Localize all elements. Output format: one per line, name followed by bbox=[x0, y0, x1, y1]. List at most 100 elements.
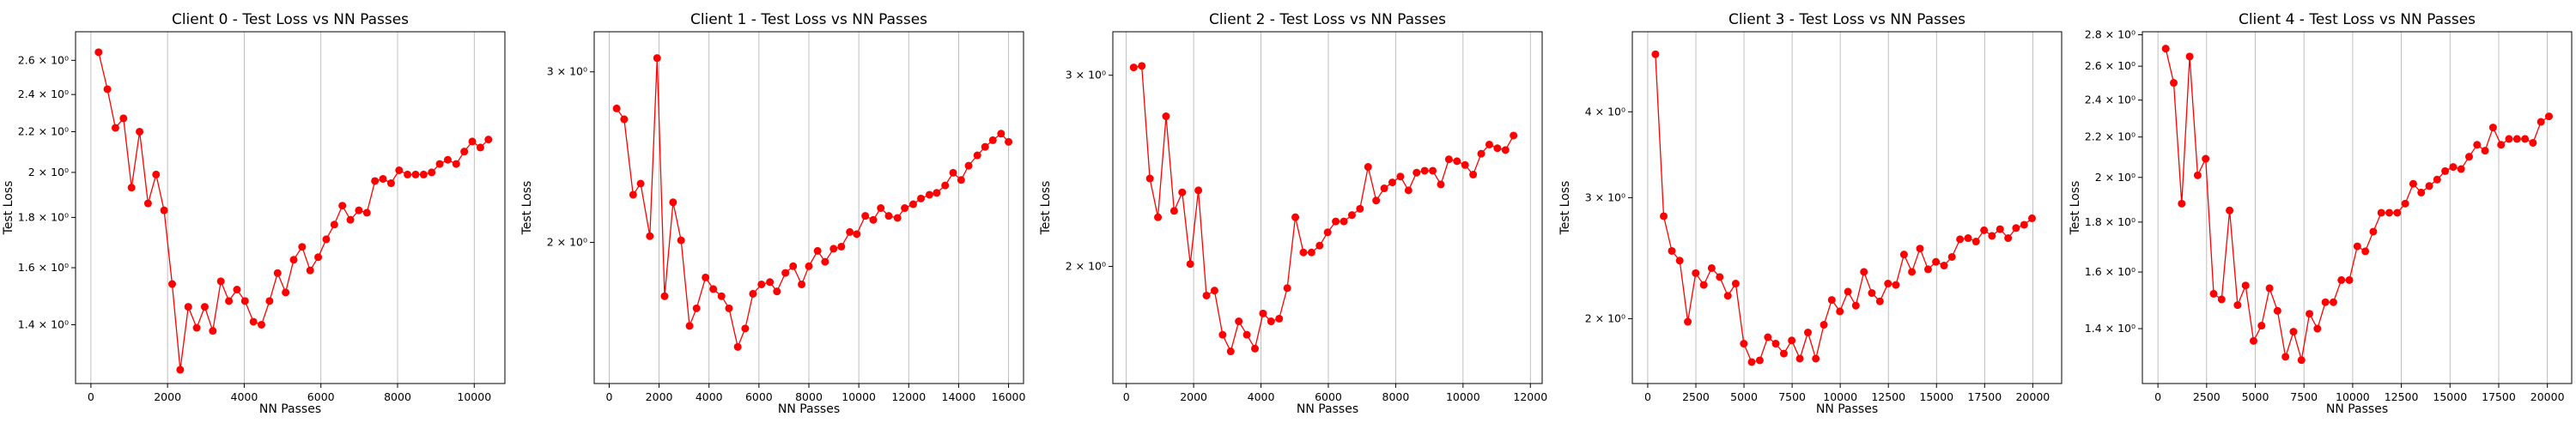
data-point bbox=[2217, 295, 2226, 304]
chart-panel-2: 0 2000 4000 6000 8000 10000 12000 2 × 10⁰ 3 × 10… bbox=[1039, 11, 1547, 416]
data-point bbox=[1202, 291, 1211, 299]
data-point bbox=[225, 297, 234, 305]
data-point bbox=[136, 127, 144, 136]
x-tick-label: 10000 bbox=[841, 390, 876, 403]
data-point bbox=[2425, 182, 2433, 190]
x-tick-label: 15000 bbox=[2433, 390, 2467, 403]
data-point bbox=[636, 179, 645, 188]
x-tick-label: 2000 bbox=[1180, 390, 1207, 403]
data-point bbox=[1154, 213, 1163, 221]
data-point bbox=[1651, 50, 1660, 58]
data-point bbox=[1501, 146, 1510, 154]
data-point bbox=[1788, 336, 1796, 345]
data-point bbox=[1275, 314, 1284, 323]
x-tick-label: 2000 bbox=[646, 390, 673, 403]
chart-title: Client 1 - Test Loss vs NN Passes bbox=[690, 11, 927, 28]
data-point bbox=[428, 168, 436, 177]
data-point bbox=[2306, 310, 2314, 318]
y-tick-label: 2 × 10⁰ bbox=[547, 236, 587, 249]
data-point bbox=[1844, 287, 1852, 296]
data-point bbox=[346, 215, 355, 224]
data-point bbox=[2020, 221, 2028, 229]
data-point bbox=[620, 115, 629, 124]
plot-frame bbox=[75, 31, 506, 384]
data-point bbox=[1250, 344, 1259, 353]
data-point bbox=[725, 304, 733, 312]
data-point bbox=[265, 297, 274, 305]
data-point bbox=[2353, 242, 2361, 251]
plot-frame bbox=[1112, 31, 1543, 384]
data-point bbox=[2521, 135, 2530, 143]
data-point bbox=[1437, 180, 1445, 189]
x-tick-label: 20000 bbox=[2530, 390, 2565, 403]
data-point bbox=[1493, 144, 1502, 153]
chart-panel-3: 0 2500 5000 7500 10000 12500 15000 17500 20000 2 … bbox=[1558, 11, 2063, 416]
data-point bbox=[957, 176, 965, 184]
data-point bbox=[1145, 174, 1154, 183]
data-point bbox=[853, 230, 861, 239]
y-tick-label: 1.4 × 10⁰ bbox=[2085, 322, 2136, 335]
y-tick-label: 1.6 × 10⁰ bbox=[18, 261, 69, 274]
x-tick-label: 4000 bbox=[231, 390, 258, 403]
data-point bbox=[1380, 184, 1388, 193]
y-tick-label: 1.6 × 10⁰ bbox=[2085, 265, 2136, 278]
data-point bbox=[1307, 248, 1315, 257]
data-point bbox=[111, 124, 119, 132]
x-axis-label: NN Passes bbox=[1816, 402, 1878, 416]
data-point bbox=[1396, 172, 1405, 181]
chart-title: Client 3 - Test Loss vs NN Passes bbox=[1728, 11, 1965, 28]
data-point bbox=[168, 280, 176, 288]
data-point bbox=[355, 206, 363, 214]
y-tick-label: 2 × 10⁰ bbox=[28, 166, 69, 178]
y-axis-label: Test Loss bbox=[2069, 181, 2082, 236]
data-point bbox=[322, 235, 331, 244]
x-tick-label: 8000 bbox=[1382, 390, 1410, 403]
data-point bbox=[273, 269, 282, 277]
data-point bbox=[2393, 208, 2402, 217]
data-point bbox=[1836, 307, 1844, 316]
data-point bbox=[741, 324, 750, 333]
data-point bbox=[1485, 140, 1493, 148]
data-point bbox=[2449, 163, 2458, 172]
x-tick-label: 10000 bbox=[2336, 390, 2370, 403]
data-point bbox=[2265, 284, 2274, 293]
data-point bbox=[152, 170, 161, 178]
data-point bbox=[1675, 257, 1684, 265]
data-point bbox=[2313, 324, 2322, 333]
data-point bbox=[660, 292, 669, 300]
data-point bbox=[200, 303, 209, 311]
data-point bbox=[160, 206, 168, 214]
data-point bbox=[766, 278, 775, 287]
data-point bbox=[2185, 52, 2194, 61]
data-point bbox=[119, 114, 128, 123]
x-tick-label: 15000 bbox=[1919, 390, 1953, 403]
data-point bbox=[2544, 112, 2553, 121]
data-point bbox=[1323, 228, 1332, 237]
data-point bbox=[2385, 208, 2394, 217]
data-point bbox=[2401, 199, 2409, 208]
data-point bbox=[1723, 292, 1732, 300]
data-point bbox=[789, 262, 798, 270]
data-point bbox=[1947, 252, 1956, 261]
data-point bbox=[484, 136, 493, 144]
data-point bbox=[973, 151, 981, 160]
data-point bbox=[1764, 333, 1772, 341]
data-point bbox=[1388, 178, 1396, 187]
data-point bbox=[1340, 217, 1348, 226]
y-axis-label: Test Loss bbox=[2, 181, 15, 236]
data-point bbox=[298, 243, 307, 251]
data-point bbox=[901, 204, 909, 213]
x-tick-label: 0 bbox=[88, 390, 94, 403]
data-point bbox=[127, 184, 136, 192]
data-point bbox=[1420, 166, 1429, 175]
data-point bbox=[209, 327, 217, 335]
data-point bbox=[1477, 149, 1485, 158]
data-point bbox=[2004, 234, 2013, 243]
data-point bbox=[2505, 135, 2513, 143]
data-point bbox=[1283, 284, 1291, 293]
data-point bbox=[1469, 170, 1478, 178]
data-point bbox=[692, 304, 701, 312]
data-point bbox=[1779, 349, 1788, 358]
data-point bbox=[1461, 160, 1469, 169]
y-tick-label: 1.4 × 10⁰ bbox=[18, 317, 69, 330]
